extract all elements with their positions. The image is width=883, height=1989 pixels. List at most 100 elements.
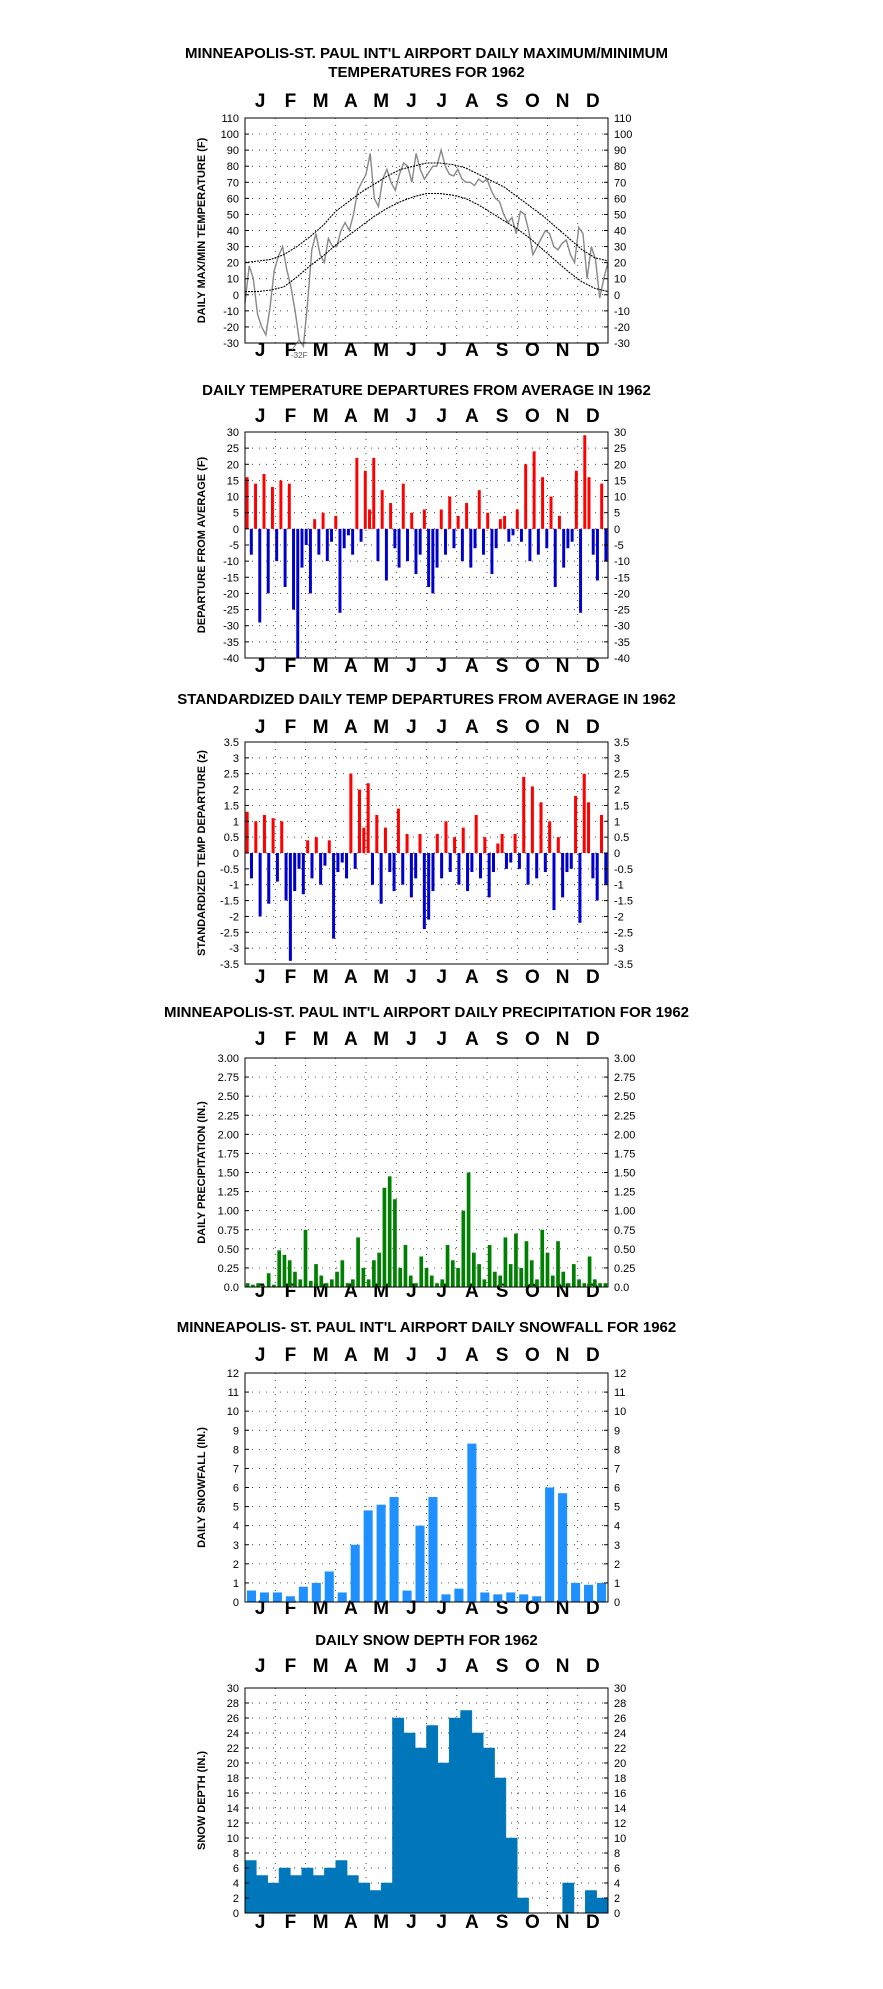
data-bar bbox=[362, 827, 366, 853]
data-bar bbox=[545, 528, 549, 549]
data-bar bbox=[422, 853, 426, 930]
month-label-top: N bbox=[556, 1029, 570, 1050]
data-bar bbox=[340, 1260, 345, 1287]
data-bar bbox=[517, 853, 521, 869]
month-label-top: J bbox=[436, 406, 447, 427]
y-tick-label-right: 8 bbox=[614, 1444, 620, 1456]
chart-6: DAILY SNOW DEPTH FOR 1962JJFFMMAAMMJJJJA… bbox=[196, 1632, 626, 1933]
month-label-bottom: A bbox=[344, 1912, 358, 1933]
data-bar bbox=[461, 827, 465, 853]
data-bar bbox=[553, 528, 557, 587]
y-tick-label-left: 2 bbox=[233, 1893, 239, 1905]
month-label-top: N bbox=[556, 91, 570, 112]
data-bar bbox=[283, 528, 287, 587]
y-tick-label-left: 22 bbox=[227, 1743, 239, 1755]
month-label-bottom: A bbox=[465, 967, 479, 988]
data-bar bbox=[349, 773, 353, 853]
y-tick-label-left: 1 bbox=[233, 816, 239, 828]
y-tick-label-right: 12 bbox=[614, 1818, 626, 1830]
data-bar bbox=[548, 821, 552, 853]
data-bar bbox=[298, 1279, 303, 1287]
data-bar bbox=[529, 1260, 534, 1287]
data-bar bbox=[296, 528, 300, 658]
month-label-top: A bbox=[465, 406, 479, 427]
data-bar bbox=[600, 483, 604, 529]
month-label-top: A bbox=[344, 1345, 358, 1366]
month-label-top: J bbox=[255, 1345, 266, 1366]
month-label-top: M bbox=[373, 1656, 389, 1677]
data-bar bbox=[514, 1233, 518, 1287]
data-bar bbox=[482, 528, 485, 555]
data-bar bbox=[496, 843, 500, 853]
y-tick-label-left: 10 bbox=[227, 1406, 239, 1418]
grid bbox=[245, 117, 608, 344]
month-label-bottom: M bbox=[373, 1598, 389, 1619]
data-bar bbox=[277, 1250, 282, 1287]
data-bar bbox=[500, 833, 504, 853]
month-label-top: O bbox=[525, 406, 540, 427]
month-label-top: M bbox=[373, 1029, 389, 1050]
month-label-bottom: F bbox=[285, 1912, 297, 1933]
y-tick-label-right: -10 bbox=[614, 556, 630, 568]
data-bar bbox=[336, 853, 340, 873]
chart-title: DAILY SNOW DEPTH FOR 1962 bbox=[315, 1632, 538, 1649]
y-tick-label-left: 14 bbox=[227, 1803, 239, 1815]
y-tick-label-right: 24 bbox=[614, 1728, 626, 1740]
y-tick-label-left: 2.75 bbox=[218, 1072, 239, 1084]
y-tick-label-left: 0 bbox=[233, 1908, 239, 1920]
y-tick-label-right: 20 bbox=[614, 1758, 626, 1770]
y-tick-label-left: -20 bbox=[223, 322, 239, 334]
y-tick-label-left: 18 bbox=[227, 1773, 239, 1785]
data-bar bbox=[259, 1592, 269, 1602]
month-label-top: A bbox=[344, 91, 358, 112]
month-label-top: M bbox=[313, 406, 329, 427]
data-bar bbox=[415, 1525, 425, 1602]
data-bar bbox=[353, 853, 357, 869]
month-label-bottom: D bbox=[586, 656, 600, 677]
month-label-bottom: M bbox=[313, 967, 329, 988]
data-bar bbox=[298, 1586, 308, 1602]
month-label-top: D bbox=[586, 1029, 600, 1050]
y-tick-label-left: 16 bbox=[227, 1788, 239, 1800]
data-bar bbox=[574, 795, 578, 853]
y-tick-label-left: 6 bbox=[233, 1483, 239, 1495]
data-bar bbox=[338, 528, 342, 613]
y-tick-label-right: 1 bbox=[614, 816, 620, 828]
data-bar bbox=[491, 853, 495, 873]
month-label-bottom: O bbox=[525, 340, 540, 361]
month-label-top: M bbox=[313, 91, 329, 112]
data-bar bbox=[396, 808, 400, 853]
data-bar bbox=[270, 486, 274, 529]
y-tick-label-right: 60 bbox=[614, 193, 626, 205]
month-label-top: S bbox=[496, 1345, 509, 1366]
y-tick-label-right: -30 bbox=[614, 338, 630, 350]
data-bar bbox=[321, 512, 325, 529]
y-tick-label-right: 2 bbox=[614, 785, 620, 797]
chart-title: MINNEAPOLIS-ST. PAUL INT'L AIRPORT DAILY… bbox=[164, 1004, 689, 1021]
data-bar bbox=[418, 833, 422, 853]
data-bar bbox=[543, 853, 547, 873]
data-bar bbox=[439, 509, 443, 529]
data-bar bbox=[366, 783, 370, 853]
month-label-bottom: S bbox=[496, 340, 509, 361]
month-label-top: A bbox=[465, 1029, 479, 1050]
y-tick-label-left: 0 bbox=[233, 524, 239, 536]
data-bar bbox=[249, 528, 253, 555]
month-label-top: J bbox=[436, 1345, 447, 1366]
data-bar bbox=[477, 1264, 481, 1287]
y-tick-label-left: 2.50 bbox=[218, 1091, 239, 1103]
month-label-bottom: J bbox=[436, 340, 447, 361]
data-bar bbox=[329, 1279, 334, 1287]
y-tick-label-left: 0.50 bbox=[218, 1244, 239, 1256]
y-tick-label-right: 3.5 bbox=[614, 737, 629, 749]
month-label-top: J bbox=[255, 1656, 266, 1677]
y-axis-label: STANDARDIZED TEMP DEPARTURE (z) bbox=[196, 750, 208, 956]
month-label-top: N bbox=[556, 717, 570, 738]
month-label-top: F bbox=[285, 1656, 297, 1677]
data-marks bbox=[245, 1172, 608, 1287]
month-label-bottom: N bbox=[556, 967, 570, 988]
data-bar bbox=[540, 1229, 545, 1287]
data-bar bbox=[440, 1279, 445, 1287]
data-bar bbox=[418, 528, 422, 555]
y-tick-label-left: 24 bbox=[227, 1728, 239, 1740]
